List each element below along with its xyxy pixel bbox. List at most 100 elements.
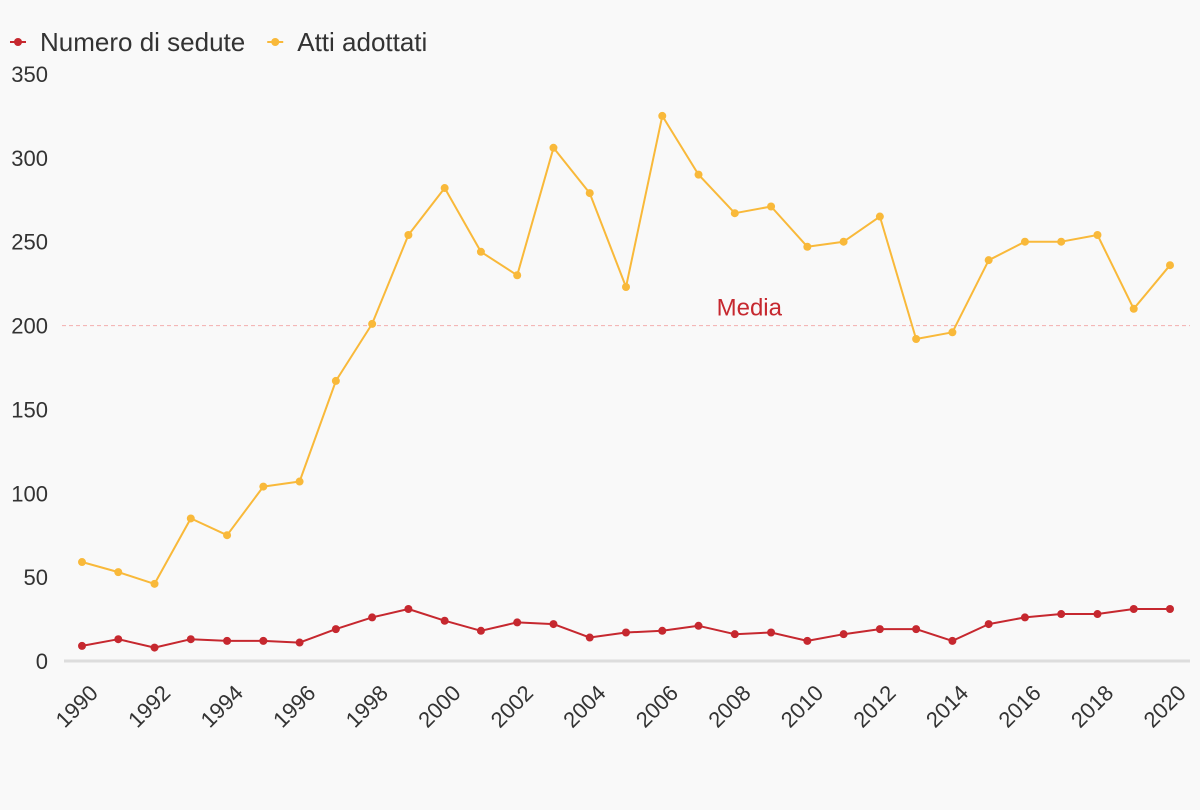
x-tick-label: 2002: [486, 680, 538, 732]
data-point: [1020, 237, 1029, 246]
data-point: [549, 143, 558, 152]
data-point: [513, 271, 522, 280]
data-point: [1166, 605, 1174, 614]
data-point: [186, 514, 195, 523]
data-point: [1129, 304, 1138, 313]
data-point: [114, 568, 123, 577]
data-point: [875, 212, 884, 221]
data-point: [875, 625, 884, 634]
y-axis: 0 50 100 150 200 250 300 350: [11, 62, 48, 674]
x-axis: 1990 1992 1994 1996 1998 2000 2002 2004 2006 2008…: [51, 680, 1191, 732]
data-point: [331, 376, 340, 385]
y-tick-label: 250: [11, 230, 48, 255]
data-point: [585, 633, 594, 642]
data-point: [295, 638, 304, 647]
y-tick-label: 50: [24, 565, 48, 590]
data-point: [476, 247, 485, 256]
data-point: [1093, 610, 1102, 619]
reference-line: Media: [62, 295, 1190, 327]
data-point: [984, 620, 993, 629]
y-tick-label: 350: [11, 62, 48, 87]
legend-item: Atti adottati: [267, 27, 427, 57]
series-numero-di-sedute: [78, 605, 1174, 652]
data-point: [368, 319, 377, 328]
legend-label: Numero di sedute: [40, 27, 245, 57]
x-tick-label: 1994: [196, 680, 248, 732]
x-tick-label: 2006: [631, 680, 683, 732]
y-tick-label: 300: [11, 146, 48, 171]
legend: Numero di sedute Atti adottati: [10, 27, 427, 57]
data-point: [694, 621, 703, 630]
data-point: [331, 625, 340, 634]
data-point: [259, 482, 268, 491]
x-tick-label: 2018: [1066, 680, 1118, 732]
x-tick-label: 1998: [341, 680, 393, 732]
y-tick-label: 0: [36, 649, 48, 674]
data-point: [730, 630, 739, 639]
data-point: [948, 328, 957, 337]
data-point: [368, 613, 377, 622]
data-point: [78, 641, 86, 650]
x-tick-label: 2008: [703, 680, 755, 732]
legend-label: Atti adottati: [297, 27, 427, 57]
data-point: [150, 579, 159, 588]
y-tick-label: 100: [11, 481, 48, 506]
data-point: [730, 209, 739, 218]
data-point: [476, 626, 485, 635]
reference-line-label: Media: [717, 295, 783, 322]
data-point: [622, 628, 630, 637]
x-tick-label: 1996: [268, 680, 320, 732]
data-point: [1129, 605, 1138, 614]
legend-item: Numero di sedute: [10, 27, 245, 57]
data-point: [984, 256, 993, 265]
data-point: [1057, 237, 1066, 246]
x-tick-label: 2014: [921, 680, 973, 732]
x-tick-label: 2016: [993, 680, 1045, 732]
data-point: [150, 643, 159, 652]
data-point: [912, 334, 921, 343]
data-point: [585, 189, 594, 198]
data-point: [78, 558, 86, 567]
data-point: [803, 636, 812, 645]
x-tick-label: 2020: [1139, 680, 1191, 732]
y-tick-label: 150: [11, 397, 48, 422]
data-point: [223, 636, 232, 645]
data-point: [404, 605, 413, 614]
data-point: [1166, 261, 1174, 270]
data-point: [839, 237, 848, 246]
series-line: [81, 114, 1171, 585]
series-atti-adottati: [78, 111, 1174, 588]
x-tick-label: 1992: [123, 680, 175, 732]
legend-swatch-dot: [271, 38, 280, 46]
x-tick-label: 1990: [51, 680, 103, 732]
x-tick-label: 2012: [848, 680, 900, 732]
data-point: [259, 636, 268, 645]
data-point: [440, 184, 449, 193]
data-point: [912, 625, 921, 634]
data-point: [223, 531, 232, 540]
data-point: [186, 635, 195, 644]
series-line: [81, 608, 1170, 649]
data-point: [114, 635, 123, 644]
x-tick-label: 2010: [776, 680, 828, 732]
data-point: [803, 242, 812, 251]
data-point: [658, 626, 667, 635]
data-point: [513, 618, 522, 627]
data-point: [694, 170, 703, 179]
data-point: [767, 628, 776, 637]
data-point: [440, 616, 449, 625]
data-point: [1020, 613, 1029, 622]
data-point: [767, 202, 776, 211]
x-tick-label: 2004: [558, 680, 610, 732]
series-group: [78, 111, 1174, 652]
data-point: [1057, 610, 1066, 619]
data-point: [622, 282, 630, 291]
data-point: [295, 477, 304, 486]
data-point: [839, 630, 848, 639]
y-tick-label: 200: [11, 314, 48, 339]
x-tick-label: 2000: [413, 680, 465, 732]
data-point: [948, 636, 957, 645]
data-point: [404, 231, 413, 240]
data-point: [549, 620, 558, 629]
